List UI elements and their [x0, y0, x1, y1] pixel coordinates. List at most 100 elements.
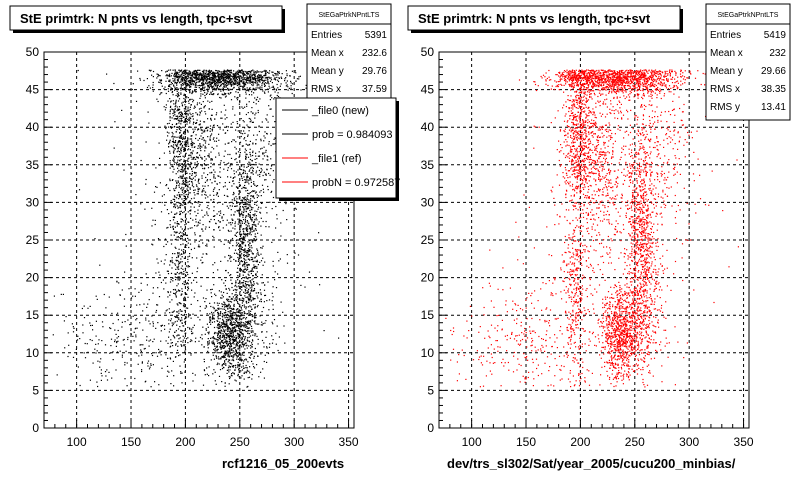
scatter-point [138, 355, 140, 357]
scatter-point [189, 149, 191, 151]
scatter-point [244, 184, 246, 187]
scatter-point [126, 362, 128, 364]
scatter-point [245, 140, 247, 142]
scatter-point [211, 100, 213, 102]
scatter-point [183, 177, 186, 179]
scatter-point [201, 177, 203, 179]
scatter-point [238, 193, 240, 196]
scatter-point [166, 309, 168, 311]
scatter-point [222, 82, 224, 85]
scatter-point [199, 246, 201, 248]
scatter-point [245, 284, 247, 286]
scatter-point [168, 336, 170, 338]
scatter-point [185, 299, 187, 302]
scatter-point [164, 109, 166, 111]
scatter-point [214, 187, 216, 189]
scatter-point [240, 240, 242, 242]
scatter-point [176, 110, 178, 112]
scatter-point [170, 105, 172, 107]
scatter-point [267, 76, 269, 79]
scatter-point [240, 245, 242, 247]
scatter-point [236, 320, 238, 323]
scatter-point [264, 92, 266, 94]
scatter-point [195, 215, 197, 217]
scatter-point [226, 320, 228, 322]
scatter-point [232, 74, 234, 76]
scatter-point [238, 333, 240, 335]
scatter-point [210, 359, 212, 361]
scatter-point [167, 75, 169, 77]
scatter-point [228, 371, 230, 373]
scatter-point [234, 75, 236, 77]
scatter-point [239, 283, 241, 285]
scatter-point [249, 248, 251, 251]
scatter-point [217, 320, 219, 322]
scatter-point [215, 84, 217, 86]
scatter-point [219, 330, 221, 332]
scatter-point [94, 238, 96, 240]
scatter-point [190, 248, 192, 251]
scatter-point [212, 138, 214, 140]
scatter-point [234, 234, 236, 236]
scatter-point [204, 77, 206, 79]
scatter-point [214, 371, 216, 373]
scatter-point [214, 82, 216, 84]
scatter-point [209, 321, 211, 323]
scatter-point [269, 174, 271, 176]
scatter-point [245, 323, 247, 326]
scatter-point [233, 83, 235, 85]
scatter-point [148, 320, 150, 322]
scatter-point [182, 84, 184, 86]
scatter-point [247, 79, 249, 81]
scatter-point [250, 296, 252, 299]
scatter-point [195, 122, 197, 124]
scatter-point [177, 223, 180, 225]
scatter-point [186, 123, 188, 125]
scatter-point [227, 314, 229, 317]
scatter-point [178, 338, 180, 340]
scatter-point [245, 198, 247, 201]
scatter-point [178, 71, 181, 73]
scatter-point [102, 314, 105, 316]
scatter-point [183, 234, 185, 236]
scatter-point [177, 278, 179, 280]
scatter-point [229, 339, 231, 341]
scatter-point [222, 75, 224, 77]
scatter-point [231, 237, 234, 240]
scatter-point [192, 71, 194, 73]
scatter-point [246, 87, 248, 89]
scatter-point [246, 321, 248, 323]
scatter-point [235, 330, 237, 332]
scatter-point [173, 111, 175, 113]
scatter-point [191, 92, 193, 94]
scatter-point [264, 354, 266, 356]
scatter-point [254, 74, 256, 76]
scatter-point [180, 127, 182, 129]
scatter-point [184, 81, 187, 83]
scatter-point [278, 336, 280, 338]
scatter-point [181, 136, 183, 139]
scatter-point [169, 301, 171, 303]
scatter-point [227, 240, 229, 242]
scatter-point [223, 357, 225, 359]
scatter-point [164, 125, 166, 127]
scatter-point [246, 371, 248, 373]
scatter-point [82, 332, 84, 334]
scatter-point [242, 333, 244, 335]
scatter-point [187, 279, 189, 281]
scatter-point [234, 211, 236, 213]
scatter-point [239, 229, 241, 231]
scatter-point [269, 80, 272, 82]
scatter-point [226, 305, 228, 307]
scatter-point [189, 79, 191, 82]
scatter-point [286, 254, 288, 256]
scatter-point [208, 366, 210, 368]
scatter-point [230, 344, 232, 347]
scatter-point [206, 73, 208, 75]
scatter-point [248, 88, 251, 90]
scatter-point [234, 249, 237, 251]
scatter-point [177, 255, 179, 257]
scatter-point [253, 163, 255, 166]
scatter-point [169, 141, 171, 143]
scatter-point [253, 366, 255, 368]
